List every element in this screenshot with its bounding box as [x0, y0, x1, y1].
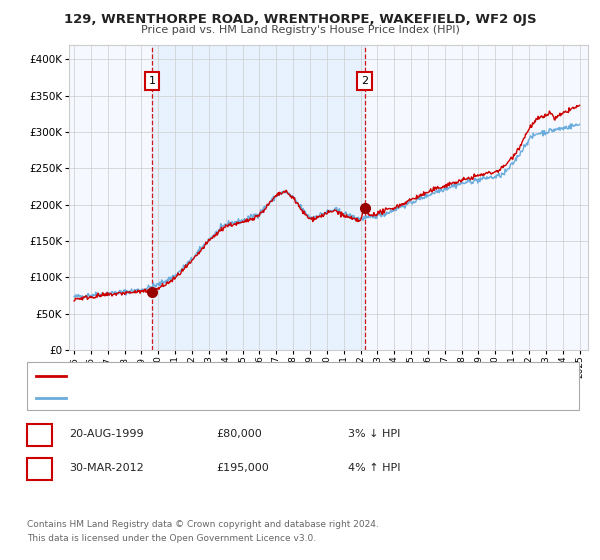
Bar [152, 45, 365, 350]
Text: 1: 1 [149, 76, 155, 86]
Text: HPI: Average price, detached house, Wakefield: HPI: Average price, detached house, Wake… [72, 393, 300, 403]
Text: This data is licensed under the Open Government Licence v3.0.: This data is licensed under the Open Gov… [27, 534, 316, 543]
Text: 20-AUG-1999: 20-AUG-1999 [69, 429, 143, 439]
Text: Contains HM Land Registry data © Crown copyright and database right 2024.: Contains HM Land Registry data © Crown c… [27, 520, 379, 529]
Text: 129, WRENTHORPE ROAD, WRENTHORPE, WAKEFIELD, WF2 0JS: 129, WRENTHORPE ROAD, WRENTHORPE, WAKEFI… [64, 13, 536, 26]
Text: £80,000: £80,000 [216, 429, 262, 439]
Text: 129, WRENTHORPE ROAD, WRENTHORPE, WAKEFIELD, WF2 0JS (detached house): 129, WRENTHORPE ROAD, WRENTHORPE, WAKEFI… [72, 371, 472, 381]
Text: 1: 1 [36, 429, 43, 439]
Text: 30-MAR-2012: 30-MAR-2012 [69, 463, 144, 473]
Text: £195,000: £195,000 [216, 463, 269, 473]
Text: Price paid vs. HM Land Registry's House Price Index (HPI): Price paid vs. HM Land Registry's House … [140, 25, 460, 35]
Text: 2: 2 [36, 463, 43, 473]
Text: 4% ↑ HPI: 4% ↑ HPI [348, 463, 401, 473]
Text: 2: 2 [361, 76, 368, 86]
Text: 3% ↓ HPI: 3% ↓ HPI [348, 429, 400, 439]
